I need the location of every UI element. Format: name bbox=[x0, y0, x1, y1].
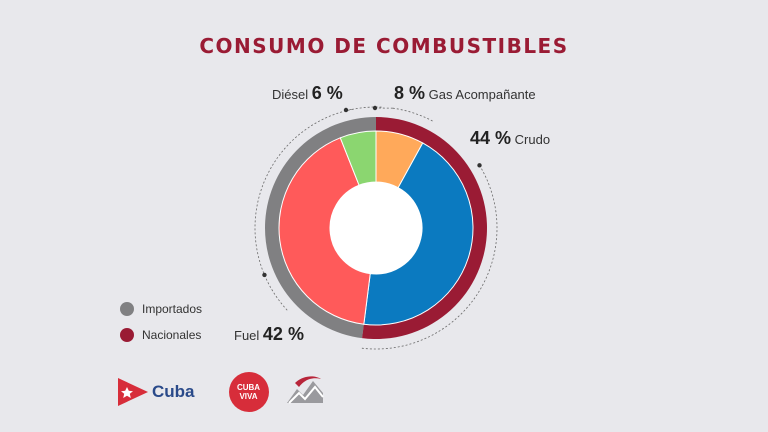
chart-title: CONSUMO DE COMBUSTIBLES bbox=[199, 34, 569, 58]
ministry-logo-icon bbox=[286, 375, 324, 404]
label-crudo-pct: 44 % bbox=[470, 128, 512, 148]
ministry-logo bbox=[285, 373, 325, 412]
label-fuel: Fuel 42 % bbox=[234, 324, 304, 345]
legend-dot-nacionales bbox=[120, 328, 134, 342]
label-diesel-pct: 6 % bbox=[311, 83, 343, 103]
cuba-flag-icon bbox=[118, 378, 148, 406]
cuba-viva-logo: CUBA VIVA bbox=[228, 372, 269, 412]
slices bbox=[278, 130, 474, 326]
cuba-logo: Cuba bbox=[118, 378, 195, 406]
label-fuel-pct: 42 % bbox=[262, 324, 304, 344]
label-gas-name: Gas Acompañante bbox=[428, 87, 536, 102]
label-diesel: Diésel 6 % bbox=[272, 83, 343, 104]
leader-dot-crudo bbox=[477, 163, 482, 168]
cuba-viva-text-1: CUBA bbox=[236, 383, 261, 392]
logos: Cuba CUBA VIVA bbox=[118, 372, 325, 412]
cuba-viva-text-2: VIVA bbox=[239, 392, 258, 401]
label-gas: 8 % Gas Acompañante bbox=[394, 83, 536, 104]
label-gas-pct: 8 % bbox=[394, 83, 426, 103]
leader-dot-gas bbox=[372, 105, 378, 111]
leader-lines bbox=[254, 105, 498, 350]
cuba-logo-text: Cuba bbox=[152, 382, 195, 401]
leader-dot-fuel bbox=[262, 272, 267, 278]
donut-hole bbox=[330, 182, 422, 274]
legend-label-nacionales: Nacionales bbox=[142, 328, 202, 342]
legend-dot-importados bbox=[120, 302, 134, 316]
legend-item-nacionales: Nacionales bbox=[120, 322, 202, 348]
label-crudo: 44 % Crudo bbox=[470, 128, 550, 149]
leader-dot-diesel bbox=[343, 107, 349, 113]
label-fuel-name: Fuel bbox=[234, 328, 260, 343]
legend-label-importados: Importados bbox=[142, 302, 203, 316]
legend: Importados Nacionales bbox=[120, 296, 202, 348]
leader-gas bbox=[392, 107, 435, 123]
label-crudo-name: Crudo bbox=[514, 132, 551, 147]
legend-item-importados: Importados bbox=[120, 296, 202, 322]
label-diesel-name: Diésel bbox=[272, 87, 309, 102]
